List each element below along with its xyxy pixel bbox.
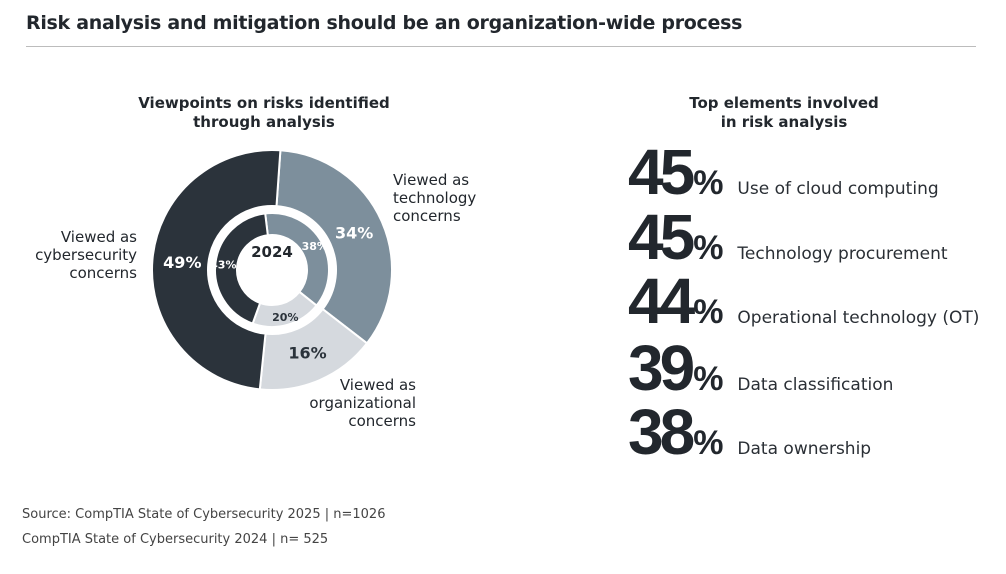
slice-inner-2 [214, 212, 269, 325]
label-line: cybersecurity [35, 246, 137, 264]
label-line: Viewed as [393, 171, 470, 189]
donut-title-line: Viewpoints on risks identified [138, 94, 390, 112]
label-line: concerns [393, 207, 461, 225]
divider [26, 46, 976, 47]
ring-separator [208, 206, 336, 334]
stat-value: 44 [628, 265, 695, 337]
slice-inner-0 [264, 212, 330, 307]
source-2025: Source: CompTIA State of Cybersecurity 2… [22, 507, 386, 522]
label-line: Viewed as [60, 228, 137, 246]
title-line: Top elements involved [689, 94, 879, 112]
slice-outer-2 [151, 149, 282, 391]
label-line: concerns [69, 264, 137, 282]
slice-outer-0 [275, 149, 393, 345]
legend-technology: Viewed as technology concerns [393, 171, 476, 225]
title-line: in risk analysis [720, 113, 848, 131]
stat-value: 45 [628, 201, 695, 273]
stat-value: 45 [628, 136, 695, 208]
stat-label: Data classification [737, 375, 894, 395]
slice-label: 49% [163, 253, 201, 272]
stat-row: 44% Operational technology (OT) [628, 265, 980, 337]
stat-label: Use of cloud computing [737, 179, 939, 199]
label-line: organizational [309, 394, 416, 412]
stat-unit: % [693, 229, 724, 267]
top-elements-title: Top elements involved in risk analysis [654, 94, 914, 132]
slice-label: 20% [272, 311, 298, 324]
slice-label: 43% [210, 258, 236, 271]
stat-value: 38 [628, 396, 695, 468]
stat-label: Operational technology (OT) [737, 308, 980, 328]
stat-unit: % [693, 424, 724, 462]
stat-label: Technology procurement [737, 244, 948, 264]
slice-label: 38% [302, 240, 328, 253]
page-title: Risk analysis and mitigation should be a… [26, 12, 743, 34]
stat-row: 45% Use of cloud computing [628, 136, 939, 208]
legend-organizational: Viewed as organizational concerns [296, 376, 416, 430]
center-year-label: 2024 [251, 243, 293, 261]
label-line: concerns [348, 412, 416, 430]
stat-unit: % [693, 293, 724, 331]
donut-title: Viewpoints on risks identified through a… [134, 94, 394, 132]
slice-label: 16% [288, 343, 326, 362]
label-line: Viewed as [339, 376, 416, 394]
stat-row: 38% Data ownership [628, 396, 872, 468]
stat-label: Data ownership [737, 439, 872, 459]
donut-title-line: through analysis [193, 113, 335, 131]
stat-row: 45% Technology procurement [628, 201, 948, 273]
stat-unit: % [693, 360, 724, 398]
stat-value: 39 [628, 332, 695, 404]
label-line: technology [393, 189, 477, 207]
stat-unit: % [693, 164, 724, 202]
source-2024: CompTIA State of Cybersecurity 2024 | n=… [22, 532, 329, 547]
stat-row: 39% Data classification [628, 332, 894, 404]
slice-label: 34% [335, 224, 373, 243]
legend-cybersecurity: Viewed as cybersecurity concerns [20, 228, 137, 282]
